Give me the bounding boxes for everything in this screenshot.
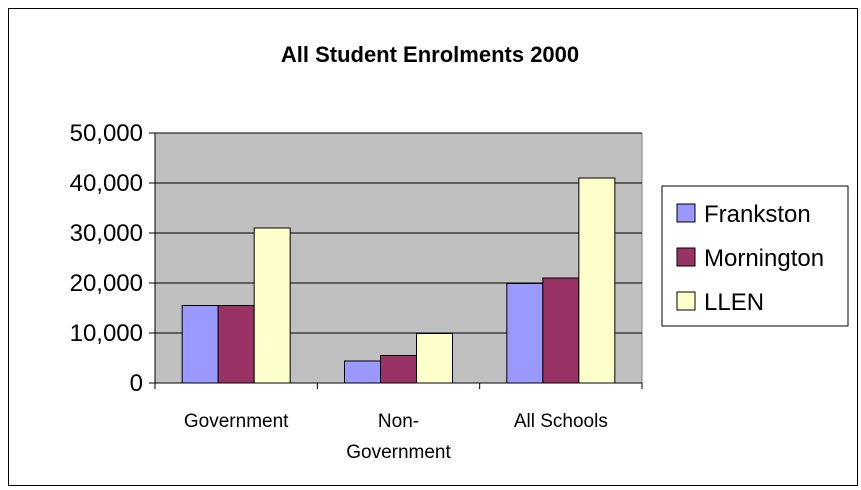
bar-llen [578, 177, 616, 384]
legend-label-llen: LLEN [704, 289, 764, 316]
legend: Frankston Mornington LLEN [661, 185, 849, 327]
legend-swatch-llen [676, 291, 696, 311]
bar-llen [416, 333, 453, 384]
y-tick-label: 0 [130, 370, 143, 397]
legend-label-mornington: Mornington [704, 245, 824, 272]
bar-llen [253, 227, 291, 384]
y-tick-label: 30,000 [70, 220, 143, 247]
x-tick-label: Non- [378, 411, 419, 432]
x-tick-label: Government [184, 411, 289, 432]
bar-mornington [380, 355, 417, 384]
x-tick-label: All Schools [514, 411, 608, 432]
legend-swatch-frankston [676, 203, 696, 223]
y-tick-label: 50,000 [70, 120, 143, 147]
plot-area: 0 10,000 20,000 30,000 40,000 50,000 Governmen… [70, 120, 643, 463]
y-tick-label: 20,000 [70, 270, 143, 297]
bar-frankston [344, 360, 381, 384]
chart-title: All Student Enrolments 2000 [281, 42, 579, 67]
legend-swatch-mornington [676, 247, 696, 267]
bar-mornington [217, 305, 255, 384]
legend-label-frankston: Frankston [704, 201, 811, 228]
bar-frankston [506, 283, 544, 384]
y-tick-label: 40,000 [70, 170, 143, 197]
y-tick-label: 10,000 [70, 320, 143, 347]
bar-mornington [542, 277, 580, 384]
x-tick-label: Government [346, 442, 451, 463]
bar-frankston [181, 305, 219, 384]
